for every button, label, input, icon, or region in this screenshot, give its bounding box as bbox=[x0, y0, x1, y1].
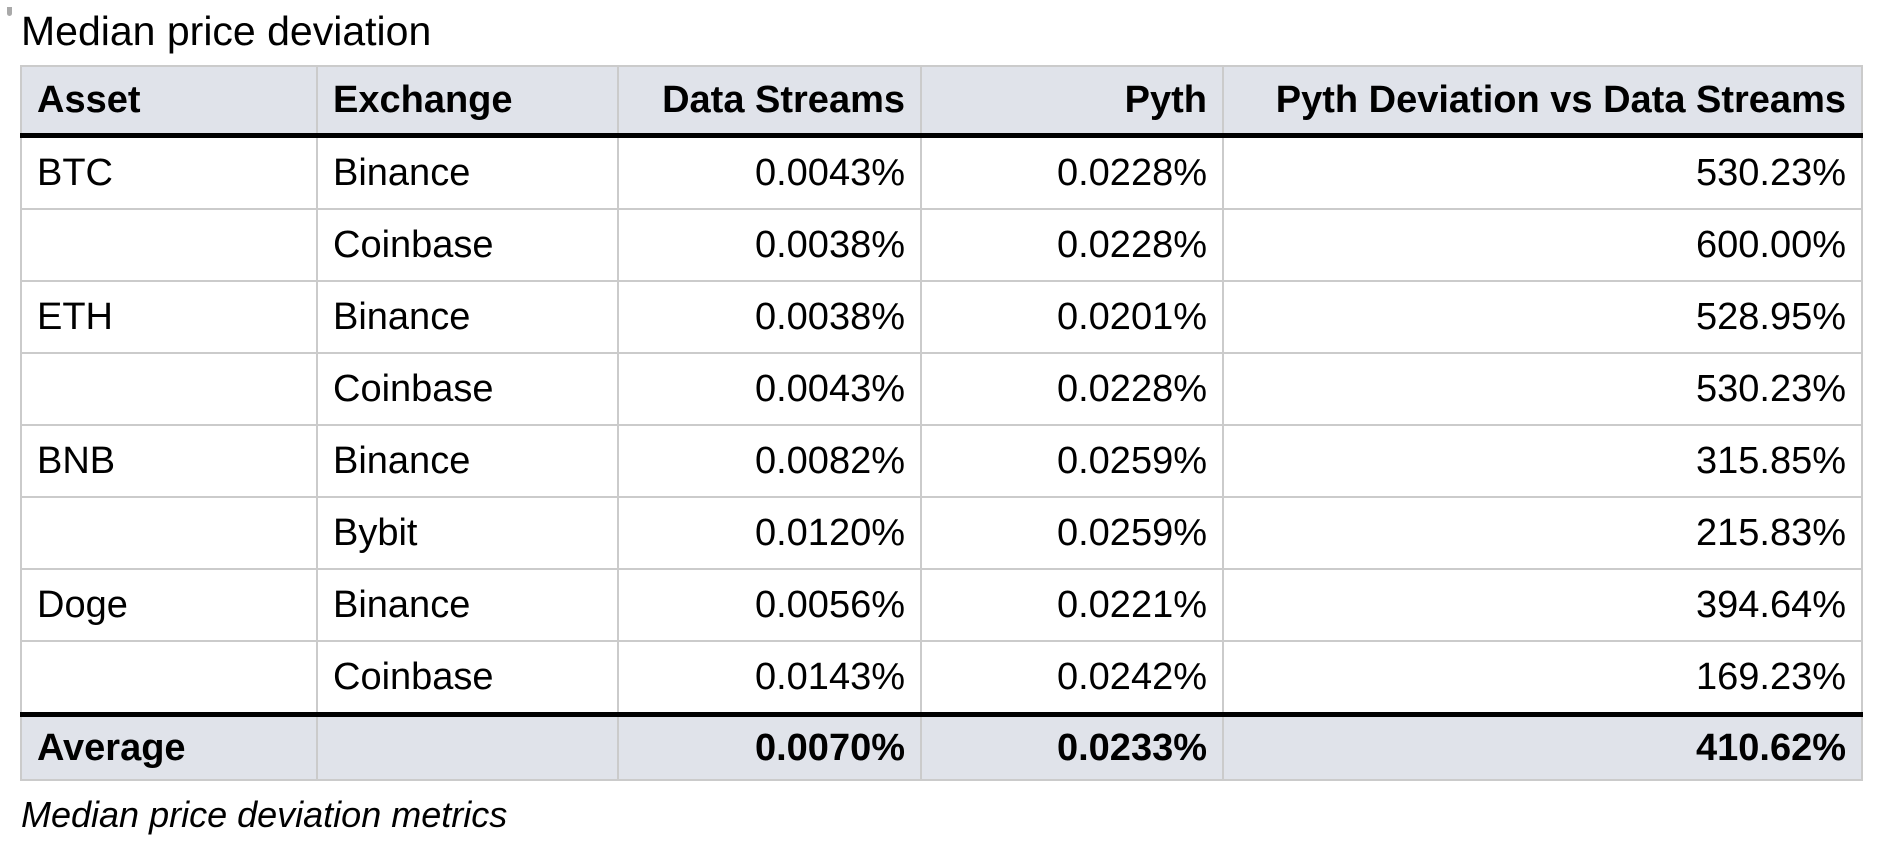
table-row: Coinbase 0.0043% 0.0228% 530.23% bbox=[20, 352, 1863, 426]
average-pyth-cell: 0.0233% bbox=[920, 712, 1224, 781]
exchange-cell: Coinbase bbox=[316, 640, 619, 716]
pyth-cell: 0.0242% bbox=[920, 640, 1224, 716]
average-exchange-cell bbox=[316, 712, 619, 781]
median-price-deviation-table: Asset Exchange Data Streams Pyth Pyth De… bbox=[20, 65, 1863, 781]
pyth-deviation-cell: 215.83% bbox=[1222, 496, 1863, 570]
table-caption: Median price deviation metrics bbox=[21, 794, 508, 835]
table-footer: Average 0.0070% 0.0233% 410.62% bbox=[20, 712, 1863, 781]
column-header-exchange: Exchange bbox=[316, 65, 619, 138]
table-row: Bybit 0.0120% 0.0259% 215.83% bbox=[20, 496, 1863, 570]
average-pyth-deviation-cell: 410.62% bbox=[1222, 712, 1863, 781]
asset-cell bbox=[20, 352, 318, 426]
asset-cell: ETH bbox=[20, 280, 318, 354]
data-streams-cell: 0.0082% bbox=[617, 424, 922, 498]
table-row: ETH Binance 0.0038% 0.0201% 528.95% bbox=[20, 280, 1863, 354]
pyth-cell: 0.0228% bbox=[920, 208, 1224, 282]
data-streams-cell: 0.0056% bbox=[617, 568, 922, 642]
exchange-cell: Bybit bbox=[316, 496, 619, 570]
pyth-deviation-cell: 528.95% bbox=[1222, 280, 1863, 354]
data-streams-cell: 0.0120% bbox=[617, 496, 922, 570]
column-header-pyth-deviation: Pyth Deviation vs Data Streams bbox=[1222, 65, 1863, 138]
table-header: Asset Exchange Data Streams Pyth Pyth De… bbox=[20, 65, 1863, 138]
average-row: Average 0.0070% 0.0233% 410.62% bbox=[20, 712, 1863, 781]
stray-artifact-mark bbox=[7, 7, 12, 16]
asset-cell bbox=[20, 208, 318, 282]
exchange-cell: Binance bbox=[316, 568, 619, 642]
asset-cell: Doge bbox=[20, 568, 318, 642]
exchange-cell: Coinbase bbox=[316, 352, 619, 426]
column-header-pyth: Pyth bbox=[920, 65, 1224, 138]
data-streams-cell: 0.0038% bbox=[617, 280, 922, 354]
table-row: Coinbase 0.0038% 0.0228% 600.00% bbox=[20, 208, 1863, 282]
exchange-cell: Binance bbox=[316, 424, 619, 498]
exchange-cell: Binance bbox=[316, 134, 619, 210]
table-row: Doge Binance 0.0056% 0.0221% 394.64% bbox=[20, 568, 1863, 642]
pyth-cell: 0.0228% bbox=[920, 134, 1224, 210]
asset-cell: BNB bbox=[20, 424, 318, 498]
pyth-deviation-cell: 315.85% bbox=[1222, 424, 1863, 498]
pyth-deviation-cell: 169.23% bbox=[1222, 640, 1863, 716]
header-row: Asset Exchange Data Streams Pyth Pyth De… bbox=[20, 65, 1863, 138]
pyth-deviation-cell: 600.00% bbox=[1222, 208, 1863, 282]
data-streams-cell: 0.0143% bbox=[617, 640, 922, 716]
table-row: BTC Binance 0.0043% 0.0228% 530.23% bbox=[20, 134, 1863, 210]
table-row: Coinbase 0.0143% 0.0242% 169.23% bbox=[20, 640, 1863, 716]
average-data-streams-cell: 0.0070% bbox=[617, 712, 922, 781]
data-streams-cell: 0.0043% bbox=[617, 352, 922, 426]
table-row: BNB Binance 0.0082% 0.0259% 315.85% bbox=[20, 424, 1863, 498]
pyth-deviation-cell: 394.64% bbox=[1222, 568, 1863, 642]
pyth-cell: 0.0201% bbox=[920, 280, 1224, 354]
pyth-cell: 0.0228% bbox=[920, 352, 1224, 426]
asset-cell bbox=[20, 640, 318, 716]
data-streams-cell: 0.0043% bbox=[617, 134, 922, 210]
data-streams-cell: 0.0038% bbox=[617, 208, 922, 282]
exchange-cell: Coinbase bbox=[316, 208, 619, 282]
asset-cell: BTC bbox=[20, 134, 318, 210]
pyth-cell: 0.0259% bbox=[920, 424, 1224, 498]
pyth-deviation-cell: 530.23% bbox=[1222, 134, 1863, 210]
exchange-cell: Binance bbox=[316, 280, 619, 354]
column-header-asset: Asset bbox=[20, 65, 318, 138]
pyth-deviation-cell: 530.23% bbox=[1222, 352, 1863, 426]
table-body: BTC Binance 0.0043% 0.0228% 530.23% Coin… bbox=[20, 134, 1863, 716]
page-title: Median price deviation bbox=[21, 8, 432, 54]
pyth-cell: 0.0259% bbox=[920, 496, 1224, 570]
pyth-cell: 0.0221% bbox=[920, 568, 1224, 642]
asset-cell bbox=[20, 496, 318, 570]
average-label-cell: Average bbox=[20, 712, 318, 781]
column-header-data-streams: Data Streams bbox=[617, 65, 922, 138]
